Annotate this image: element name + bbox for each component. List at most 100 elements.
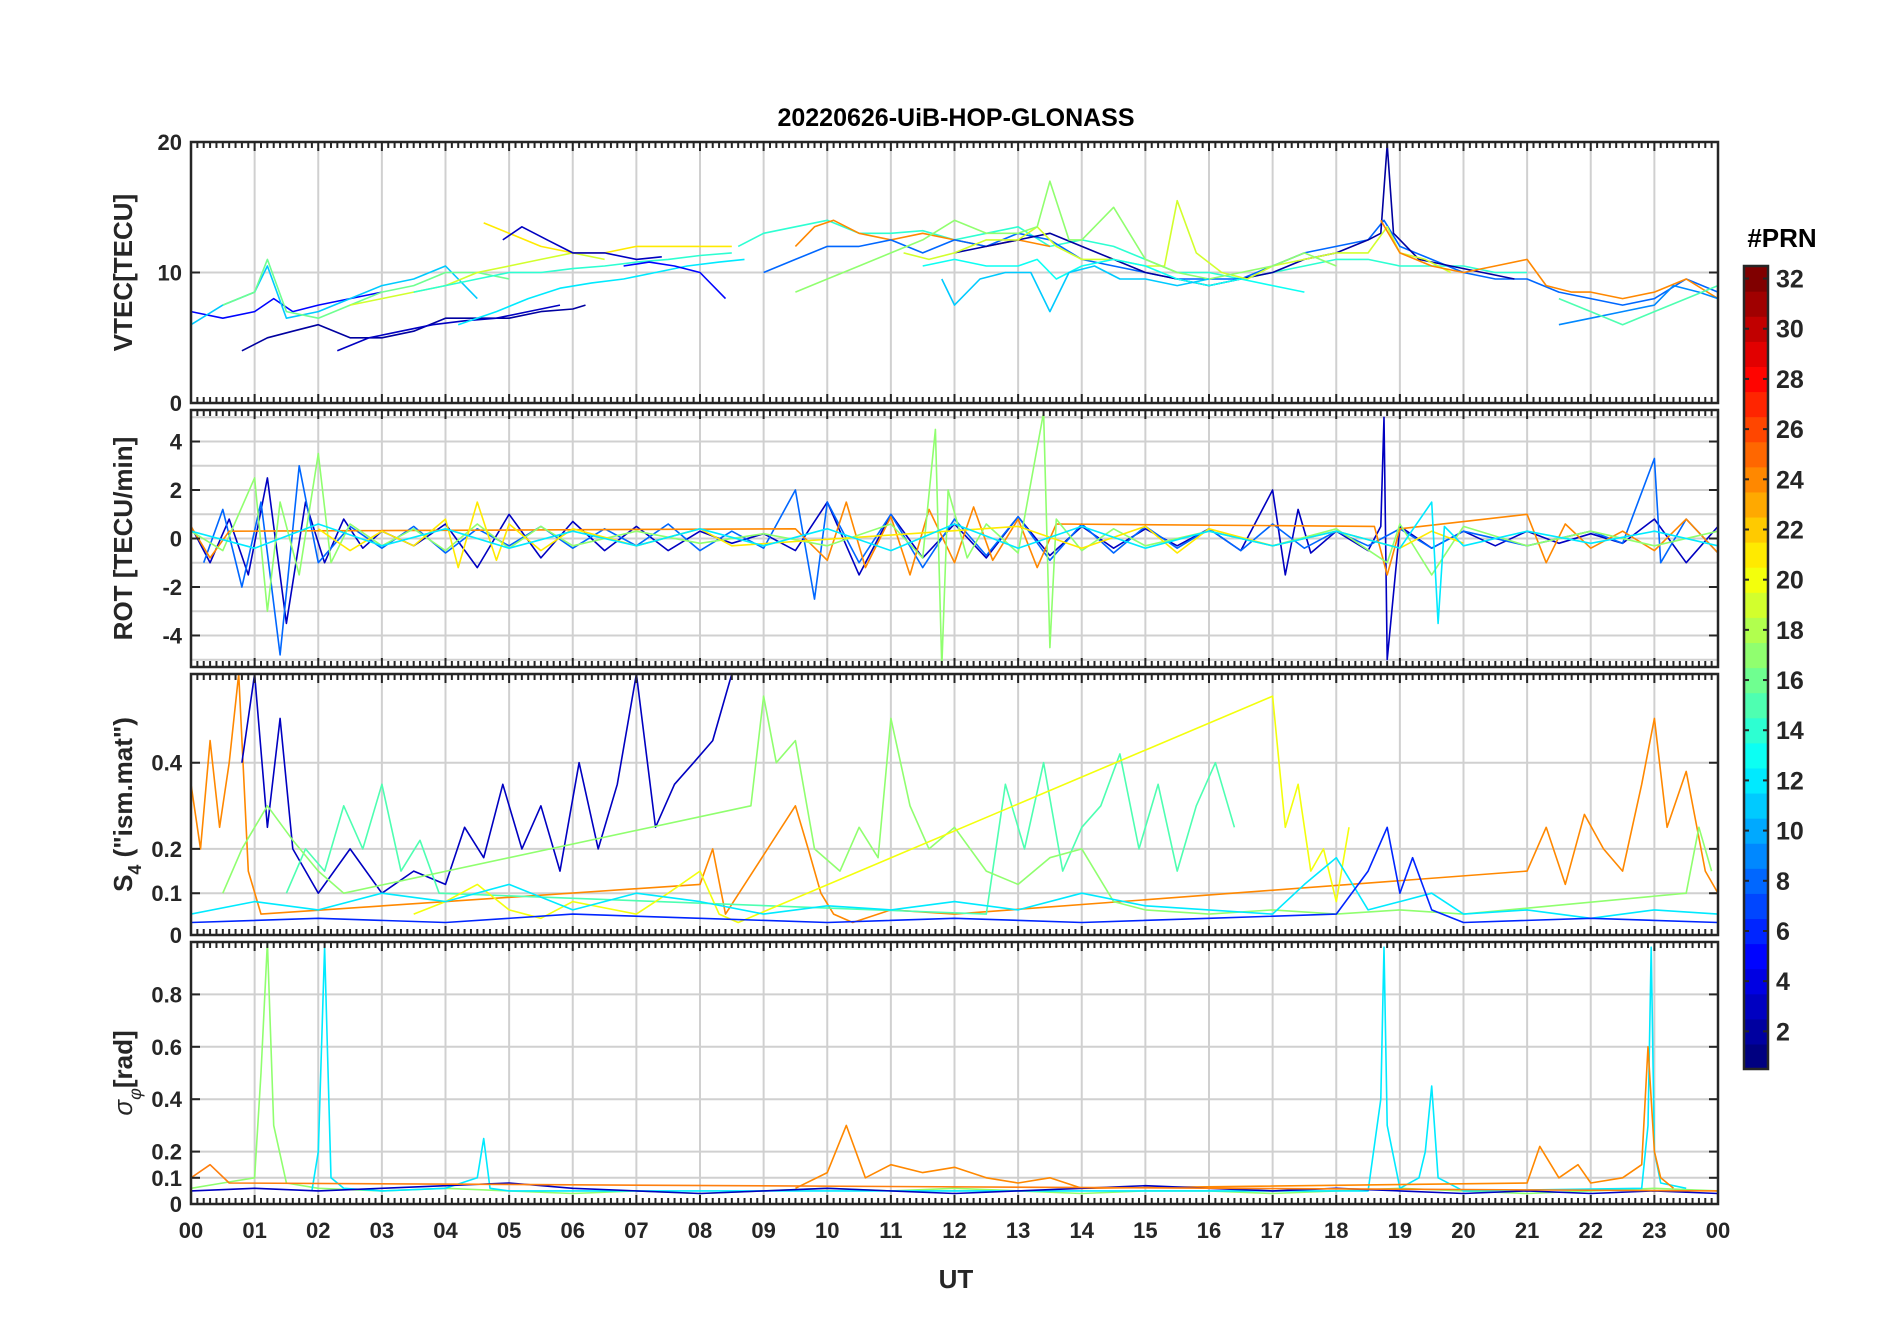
colorbar-tick-label: 14 — [1776, 717, 1804, 745]
y-tick-label: 0.2 — [151, 1140, 182, 1165]
x-tick-label: 19 — [1388, 1218, 1412, 1243]
series-prn-14 — [737, 219, 1528, 280]
series-prn-19 — [349, 252, 605, 306]
series-prn-6 — [191, 826, 1718, 924]
grid — [190, 674, 1719, 936]
series-group — [191, 411, 1718, 667]
series-prn-3 — [191, 1182, 1718, 1195]
colorbar-tick-label: 10 — [1776, 818, 1804, 846]
series-prn-8 — [202, 457, 1718, 656]
y-tick-label: 0.4 — [151, 751, 182, 776]
series-prn-19 — [903, 199, 1452, 280]
x-tick-labels: 00 01 02 03 04 05 06 07 08 09 10 11 12 13 14 15 16 17 18 19… — [179, 1218, 1730, 1243]
series-prn-15 — [1558, 284, 1718, 326]
colorbar-tick-label: 32 — [1776, 266, 1804, 294]
x-tick-label: 14 — [1070, 1218, 1095, 1243]
series-prn-3 — [241, 674, 733, 895]
grid — [190, 942, 1719, 1205]
colorbar-tick-label: 20 — [1776, 567, 1804, 595]
colorbar-block — [1744, 943, 1768, 970]
series-prn-3 — [336, 304, 561, 352]
y-tick-label: 2 — [170, 478, 182, 503]
x-tick-label: 04 — [433, 1218, 458, 1243]
series-prn-12 — [191, 501, 1718, 625]
x-tick-label: 09 — [751, 1218, 775, 1243]
y-tick-label: 0.8 — [151, 982, 182, 1007]
series-prn-2 — [954, 143, 1515, 287]
y-axis-label: S4 ("ism.mat") — [108, 717, 145, 892]
series-prn-5 — [623, 261, 727, 300]
x-tick-label: 22 — [1579, 1218, 1603, 1243]
grid — [190, 141, 1719, 404]
series-group — [191, 143, 1718, 352]
series-prn-17 — [191, 411, 1718, 667]
x-tick-label: 02 — [306, 1218, 330, 1243]
x-tick-label: 23 — [1642, 1218, 1666, 1243]
x-tick-label: 11 — [879, 1218, 902, 1243]
y-tick-label: 0.2 — [151, 837, 182, 862]
colorbar-title: #PRN — [1747, 223, 1816, 253]
x-tick-label: 07 — [624, 1218, 648, 1243]
x-tick-label: 01 — [242, 1218, 266, 1243]
series-prn-24 — [795, 1046, 1675, 1190]
colorbar-block — [1744, 1043, 1768, 1070]
colorbar-gradient — [1744, 266, 1768, 1070]
x-tick-label: 16 — [1197, 1218, 1221, 1243]
x-tick-label: 12 — [942, 1218, 966, 1243]
grid — [190, 410, 1719, 667]
colorbar-tick-label: 2 — [1776, 1018, 1790, 1046]
series-prn-3 — [502, 226, 662, 261]
x-minor-ticks — [190, 142, 1719, 403]
series-prn-12 — [311, 946, 1687, 1192]
y-axis-label: VTEC[TECU] — [108, 194, 138, 351]
x-minor-ticks — [190, 942, 1719, 1204]
y-tick-label: 0.1 — [151, 1166, 182, 1191]
colorbar-block — [1744, 993, 1768, 1020]
series-prn-24 — [191, 674, 1718, 924]
series-prn-12 — [457, 258, 745, 326]
series-prn-12 — [191, 856, 1718, 920]
y-tick-label: 10 — [158, 261, 182, 286]
y-tick-label: 0.1 — [151, 881, 182, 906]
series-prn-15 — [285, 753, 1236, 915]
y-tick-label: -4 — [162, 623, 182, 648]
colorbar-tick-label: 26 — [1776, 416, 1804, 444]
figure-title: 20220626-UiB-HOP-GLONASS — [777, 104, 1134, 132]
colorbar-tick-label: 4 — [1776, 968, 1790, 996]
x-tick-label: 10 — [815, 1218, 839, 1243]
colorbar-block — [1744, 291, 1768, 317]
colorbar-block — [1744, 341, 1768, 367]
y-axis-label: σφ[rad] — [108, 1030, 145, 1115]
colorbar-tick-label: 30 — [1776, 316, 1804, 344]
colorbar-block — [1744, 542, 1768, 568]
y-tick-label: -2 — [162, 575, 182, 600]
colorbar-block — [1744, 742, 1768, 769]
colorbar-block — [1744, 692, 1768, 719]
colorbar-tick-label: 24 — [1776, 466, 1804, 494]
colorbar-tick-label: 16 — [1776, 667, 1804, 695]
x-tick-label: 13 — [1006, 1218, 1030, 1243]
colorbar-block — [1744, 592, 1768, 618]
series-group — [191, 674, 1718, 924]
x-tick-label: 15 — [1133, 1218, 1157, 1243]
series-prn-14 — [413, 252, 732, 293]
series-prn-8 — [763, 219, 1718, 306]
y-tick-label: 0 — [170, 1192, 182, 1217]
x-tick-label: 20 — [1451, 1218, 1475, 1243]
panel-vtec: 0 10 20 VTEC[TECU] — [108, 130, 1720, 416]
x-tick-label: 17 — [1260, 1218, 1284, 1243]
series-prn-0 — [191, 1163, 1718, 1192]
x-minor-ticks — [190, 410, 1719, 667]
x-tick-label: 03 — [370, 1218, 394, 1243]
y-tick-label: 0 — [170, 391, 182, 416]
colorbar-tick-label: 28 — [1776, 366, 1804, 394]
x-axis-label: UT — [939, 1264, 974, 1294]
series-prn-17 — [222, 695, 1713, 915]
colorbar-tick-label: 6 — [1776, 918, 1790, 946]
x-tick-label: 08 — [688, 1218, 712, 1243]
series-prn-17 — [795, 180, 1337, 293]
